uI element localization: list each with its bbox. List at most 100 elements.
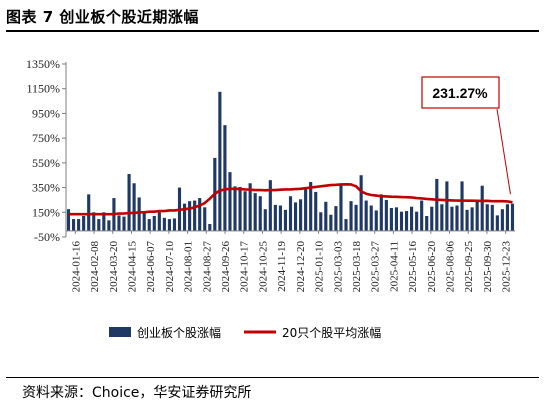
bar xyxy=(319,212,323,231)
bar xyxy=(394,207,399,231)
bar xyxy=(77,219,81,231)
bar xyxy=(314,191,318,231)
bar xyxy=(87,194,91,231)
bar xyxy=(354,204,358,231)
y-tick-label: 550% xyxy=(32,156,60,170)
bar xyxy=(475,201,479,231)
bar xyxy=(384,199,388,231)
x-tick-label: 2024-01-16 xyxy=(70,241,82,293)
bar xyxy=(248,183,252,231)
legend-label-bar: 创业板个股涨幅 xyxy=(137,325,221,340)
bar xyxy=(480,185,484,231)
bar xyxy=(203,207,207,231)
y-tick-label: 150% xyxy=(32,205,60,219)
chart-svg: -50% 150% 350% 550% 750% 950% 1150% 1350% 2024-0… xyxy=(26,57,515,340)
bar xyxy=(293,202,298,231)
legend-swatch-bar xyxy=(109,327,131,337)
bar xyxy=(137,197,141,231)
x-tick-label: 2025-09-30 xyxy=(482,241,494,293)
bar xyxy=(233,186,237,231)
bar xyxy=(304,187,308,231)
x-tick-label: 2024-10-17 xyxy=(239,241,251,293)
bar xyxy=(208,224,212,231)
x-tick-label: 2025-06-20 xyxy=(426,241,438,293)
bar xyxy=(107,220,111,231)
x-tick-label: 2025-12-23 xyxy=(501,241,513,293)
bar xyxy=(218,91,222,231)
title-rule xyxy=(6,30,539,32)
bar xyxy=(415,211,419,231)
bar xyxy=(299,199,303,231)
bar xyxy=(485,204,489,231)
callout-leader xyxy=(496,108,511,195)
bar xyxy=(339,183,343,231)
bar xyxy=(92,212,96,231)
y-tick-label: 1150% xyxy=(26,82,60,96)
bar xyxy=(152,215,156,231)
y-tick-label: 750% xyxy=(32,131,60,145)
bar xyxy=(420,200,424,231)
bar xyxy=(127,173,131,231)
axes-layer: -50% 150% 350% 550% 750% 950% 1150% 1350% 2024-0… xyxy=(26,57,515,292)
bar xyxy=(359,175,363,231)
bar xyxy=(450,206,454,231)
x-tick-label: 2024-07-10 xyxy=(164,241,176,293)
bar xyxy=(329,214,333,231)
bar xyxy=(410,206,414,231)
legend: 创业板个股涨幅 20只个股平均涨幅 xyxy=(109,325,381,340)
x-tick-label: 2024-03-20 xyxy=(108,241,120,293)
bar xyxy=(374,210,378,231)
x-tick-label: 2024-12-20 xyxy=(295,241,307,293)
x-tick-label: 2025-04-11 xyxy=(388,241,400,292)
x-tick-label: 2025-09-25 xyxy=(463,241,475,293)
bar xyxy=(324,201,328,231)
bar xyxy=(97,219,101,231)
bar xyxy=(162,217,166,231)
bar xyxy=(445,181,449,231)
x-tick-label: 2025-08-06 xyxy=(445,241,457,293)
bars-layer xyxy=(66,91,515,231)
x-tick-label: 2024-06-07 xyxy=(145,241,157,293)
bar xyxy=(172,218,177,231)
legend-label-line: 20只个股平均涨幅 xyxy=(282,325,381,340)
bar xyxy=(228,172,232,231)
bar xyxy=(460,181,464,231)
bar xyxy=(490,204,494,231)
callout-label: 231.27% xyxy=(432,85,488,101)
bar xyxy=(188,201,192,231)
x-tick-label: 2024-08-27 xyxy=(201,241,213,293)
y-tick-label: 350% xyxy=(32,181,60,195)
bar xyxy=(66,209,71,231)
line-layer xyxy=(68,183,513,216)
source-rule xyxy=(6,377,539,378)
bar xyxy=(465,209,469,231)
bar xyxy=(364,200,368,231)
x-tick-label: 2025-05-16 xyxy=(407,241,419,293)
bar xyxy=(102,212,106,231)
bar xyxy=(182,203,187,231)
bar xyxy=(253,193,257,231)
x-tick-label: 2025-01-10 xyxy=(314,241,326,293)
bar xyxy=(82,215,86,231)
bar xyxy=(389,207,393,231)
bar xyxy=(404,211,409,231)
x-tick-label: 2025-03-18 xyxy=(351,241,363,293)
bar xyxy=(278,205,282,231)
bar xyxy=(117,215,121,231)
bar xyxy=(142,211,146,231)
bar xyxy=(72,219,76,231)
x-tick-label: 2025-03-27 xyxy=(370,241,382,293)
bar xyxy=(510,203,515,231)
bar xyxy=(263,209,267,231)
bar xyxy=(425,215,429,231)
bar xyxy=(243,191,247,231)
y-tick-label: -50% xyxy=(34,230,60,244)
x-tick-label: 2024-10-25 xyxy=(257,241,269,293)
bar xyxy=(334,206,338,231)
bar xyxy=(288,196,293,231)
series-line-average xyxy=(68,183,513,216)
bar xyxy=(193,200,197,231)
x-tick-label: 2024-11-19 xyxy=(276,241,288,292)
callout-box xyxy=(421,76,500,109)
source-note: 资料来源：Choice，华安证券研究所 xyxy=(22,385,252,401)
